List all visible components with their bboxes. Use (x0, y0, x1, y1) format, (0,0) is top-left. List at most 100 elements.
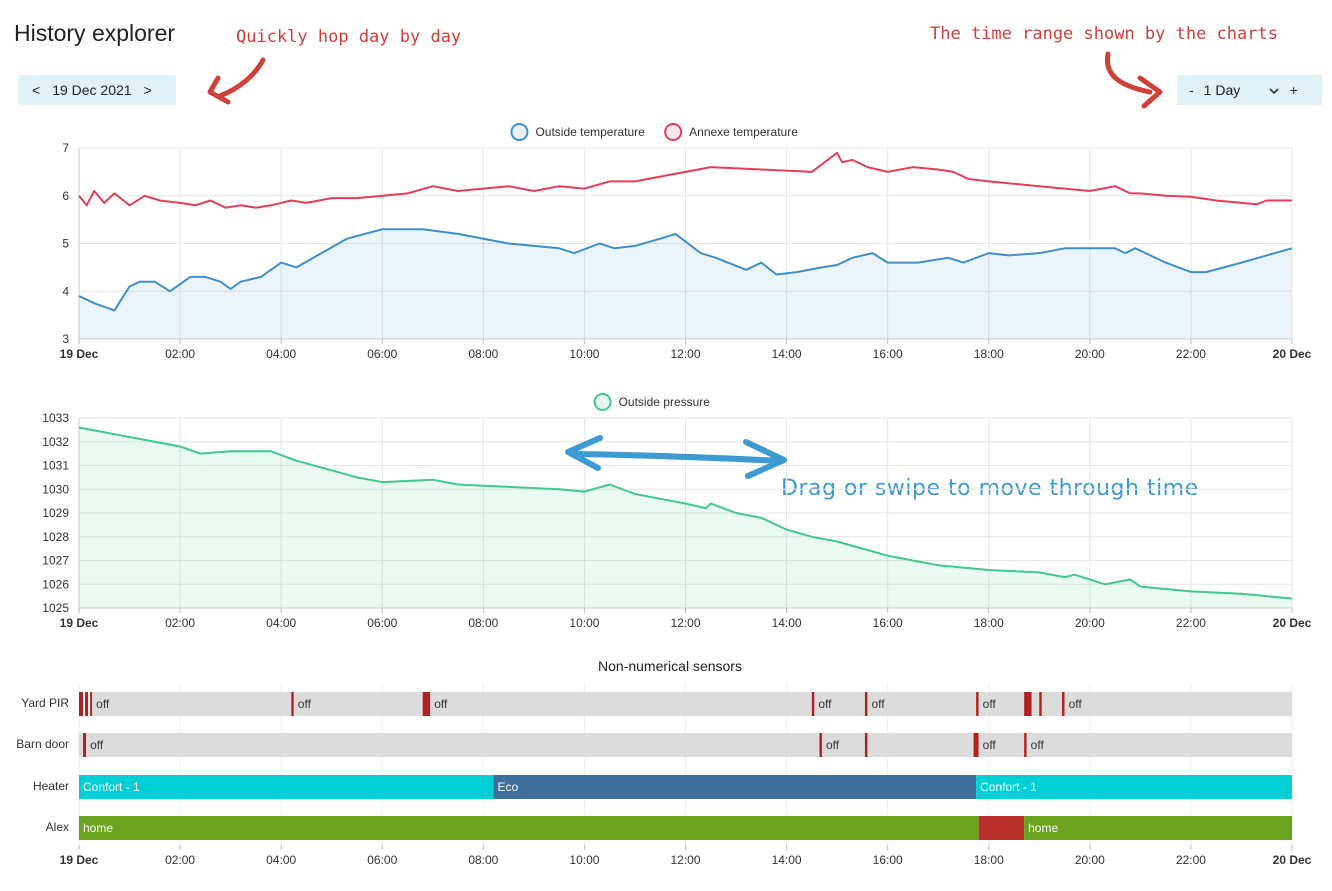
timeline-segment (90, 692, 93, 716)
timeline-segment-label: off (1069, 697, 1083, 711)
chart1-series-area (79, 229, 1292, 339)
chart2-ytick-label: 1027 (42, 554, 69, 568)
next-day-button[interactable]: > (143, 82, 152, 98)
chart2-ytick-label: 1025 (42, 601, 69, 615)
timeline-segment-label: off (983, 738, 997, 752)
timeline-segment-label: home (1028, 821, 1058, 835)
timeline-row-label: Yard PIR (21, 696, 69, 710)
drag-arrow-left-head-icon (565, 435, 603, 471)
timeline-segment (867, 733, 974, 757)
chart1-series-line (78, 228, 1293, 312)
timeline-segment-label: off (818, 697, 832, 711)
timeline-segment (819, 733, 822, 757)
annotation-drag: Drag or swipe to move through time (781, 476, 1199, 501)
chart1-xtick-label: 20:00 (1075, 347, 1105, 361)
chart1-xtick-label: 19 Dec (60, 347, 99, 361)
timeline-segment (973, 733, 979, 757)
chart1-xtick-label: 14:00 (772, 347, 802, 361)
timeline-segment (864, 733, 868, 757)
chart2-xtick-label: 12:00 (670, 616, 700, 630)
chart1-xtick-label: 04:00 (266, 347, 296, 361)
chart2-ytick-label: 1026 (42, 577, 69, 591)
chart2-xtick-label: 02:00 (165, 616, 195, 630)
timeline-segment (86, 733, 820, 757)
timeline-segment (92, 692, 292, 716)
range-control: - 1 Day + (1177, 75, 1322, 105)
hop-arrowhead-icon (207, 75, 231, 105)
timeline-segment (1024, 816, 1292, 840)
chart2-ytick-label: 1030 (42, 482, 69, 496)
timeline-segment (1026, 733, 1292, 757)
chart1-ytick-label: 3 (62, 332, 69, 346)
chart2-xtick-label: 06:00 (367, 616, 397, 630)
timeline-xtick-label: 22:00 (1176, 853, 1206, 867)
timeline-segment (79, 692, 84, 716)
timeline-segment (293, 692, 423, 716)
chart1-ytick-label: 6 (62, 189, 69, 203)
annotation-range: The time range shown by the charts (930, 24, 1278, 44)
chevron-down-icon[interactable] (1264, 82, 1284, 98)
timeline-xtick-label: 04:00 (266, 853, 296, 867)
timeline-segment (1064, 692, 1292, 716)
timeline-segment-label: off (96, 697, 110, 711)
timeline-row-label: Alex (46, 820, 69, 834)
chart1-xtick-label: 22:00 (1176, 347, 1206, 361)
timeline-segment (978, 733, 1025, 757)
timeline-xtick-label: 19 Dec (60, 853, 99, 867)
timeline-segment-label: off (1031, 738, 1045, 752)
annotation-hop: Quickly hop day by day (236, 27, 462, 47)
timeline-segment (83, 733, 87, 757)
range-arrowhead-icon (1137, 75, 1163, 109)
timeline-segment (79, 816, 979, 840)
timeline-segment (821, 733, 865, 757)
chart1-xtick-label: 20 Dec (1273, 347, 1312, 361)
chart2-xtick-label: 04:00 (266, 616, 296, 630)
chart2-ytick-label: 1031 (42, 459, 69, 473)
timeline-segment (79, 733, 84, 757)
timeline-segment (814, 692, 865, 716)
timeline-row-label: Heater (33, 779, 69, 793)
page-title: History explorer (14, 20, 176, 46)
chart1-xtick-label: 12:00 (670, 347, 700, 361)
timeline-segment (867, 692, 977, 716)
timeline-segment-label: off (983, 697, 997, 711)
timeline-segment-label: off (871, 697, 885, 711)
timeline-xtick-label: 18:00 (974, 853, 1004, 867)
timeline-xtick-label: 06:00 (367, 853, 397, 867)
drag-arrow-right-head-icon (743, 439, 787, 479)
range-select[interactable]: 1 Day (1203, 82, 1241, 98)
timeline-xtick-label: 02:00 (165, 853, 195, 867)
date-navigator: < 19 Dec 2021 > (18, 75, 176, 105)
chart2-ytick-label: 1029 (42, 506, 69, 520)
timeline-segment (430, 692, 812, 716)
chart1-ytick-label: 4 (62, 284, 69, 298)
range-minus-button[interactable]: - (1189, 82, 1194, 98)
timeline-segment (1031, 692, 1040, 716)
timeline-title: Non-numerical sensors (598, 658, 742, 674)
chart2-xtick-label: 16:00 (873, 616, 903, 630)
range-plus-button[interactable]: + (1289, 82, 1298, 98)
timeline-segment (811, 692, 815, 716)
chart1-xtick-label: 02:00 (165, 347, 195, 361)
chart1-xtick-label: 06:00 (367, 347, 397, 361)
prev-day-button[interactable]: < (32, 82, 41, 98)
timeline-xtick-label: 08:00 (468, 853, 498, 867)
hop-arrow-icon (217, 57, 266, 99)
timeline-row-label: Barn door (16, 737, 69, 751)
drag-arrow-icon (571, 451, 785, 464)
chart1-xtick-label: 16:00 (873, 347, 903, 361)
timeline-segment-label: Confort - 1 (83, 780, 140, 794)
timeline-segment (978, 692, 1025, 716)
timeline-xtick-label: 20 Dec (1273, 853, 1312, 867)
timeline-segment (1041, 692, 1063, 716)
timeline-segment (1062, 692, 1065, 716)
chart1-legend-label: Outside temperature (535, 125, 645, 139)
chart1-xtick-label: 08:00 (468, 347, 498, 361)
timeline-segment (493, 775, 977, 799)
timeline-segment-label: off (826, 738, 840, 752)
timeline-xtick-label: 12:00 (670, 853, 700, 867)
timeline-segment-label: off (298, 697, 312, 711)
timeline-segment (976, 775, 1292, 799)
chart2-xtick-label: 19 Dec (60, 616, 99, 630)
